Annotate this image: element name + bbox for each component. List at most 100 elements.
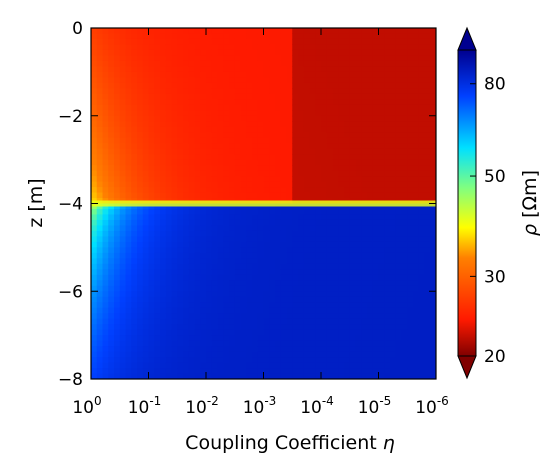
heatmap-cell <box>286 28 293 35</box>
heatmap-cell <box>165 269 173 276</box>
heatmap-cell <box>309 44 316 51</box>
heatmap-cell <box>355 252 362 259</box>
heatmap-cell <box>154 170 161 177</box>
heatmap-cell <box>229 313 236 320</box>
heatmap-cell <box>390 373 397 379</box>
heatmap-cell <box>384 335 391 342</box>
heatmap-cell <box>240 66 247 73</box>
heatmap-cell <box>361 208 368 216</box>
heatmap-cell <box>240 104 247 111</box>
heatmap-cell <box>361 132 368 139</box>
heatmap-cell <box>338 187 345 194</box>
heatmap-cell <box>125 82 132 89</box>
heatmap-cell <box>148 88 155 95</box>
heatmap-cell <box>114 236 121 243</box>
heatmap-cell <box>378 99 385 106</box>
heatmap-cell <box>154 258 161 265</box>
heatmap-cell <box>332 302 339 309</box>
heatmap-cell <box>349 340 357 347</box>
heatmap-cell <box>188 302 196 309</box>
heatmap-cell <box>257 263 265 270</box>
heatmap-cell <box>257 230 265 237</box>
heatmap-cell <box>263 335 270 342</box>
heatmap-cell <box>240 44 247 51</box>
heatmap-cell <box>292 44 299 51</box>
heatmap-cell <box>367 357 374 364</box>
heatmap-cell <box>309 132 316 139</box>
heatmap-cell <box>367 148 374 155</box>
heatmap-cell <box>200 121 207 128</box>
heatmap-cell <box>418 258 426 265</box>
heatmap-cell <box>125 368 132 375</box>
heatmap-cell <box>177 192 184 199</box>
heatmap-cell <box>344 208 351 216</box>
heatmap-cell <box>424 219 431 227</box>
heatmap-cell <box>338 346 345 353</box>
heatmap-cell <box>407 225 414 232</box>
heatmap-cell <box>269 44 276 51</box>
heatmap-cell <box>142 318 150 325</box>
heatmap-cell <box>413 324 420 331</box>
heatmap-cell <box>142 110 150 117</box>
heatmap-cell <box>292 126 299 133</box>
heatmap-cell <box>188 368 196 375</box>
heatmap-cell <box>194 33 201 40</box>
heatmap-cell <box>114 110 121 117</box>
heatmap-cell <box>303 247 311 254</box>
heatmap-cell <box>275 49 282 57</box>
heatmap-cell <box>252 159 259 166</box>
heatmap-cell <box>108 219 115 227</box>
heatmap-cell <box>108 351 115 358</box>
heatmap-cell <box>349 203 357 210</box>
heatmap-cell <box>200 88 207 95</box>
heatmap-cell <box>183 313 190 320</box>
heatmap-cell <box>395 33 403 40</box>
heatmap-cell <box>407 263 414 270</box>
heatmap-cell <box>344 181 351 188</box>
heatmap-cell <box>292 329 299 336</box>
heatmap-cell <box>171 77 178 84</box>
heatmap-cell <box>125 203 132 210</box>
x-axis-label-text: Coupling Coefficient <box>185 432 377 454</box>
heatmap-cell <box>125 93 132 100</box>
heatmap-cell <box>131 181 138 188</box>
heatmap-cell <box>91 258 98 265</box>
heatmap-cell <box>125 126 132 133</box>
heatmap-cell <box>315 208 322 216</box>
heatmap-cell <box>355 104 362 111</box>
heatmap-cell <box>390 230 397 237</box>
heatmap-cell <box>223 335 230 342</box>
colorbar-top-extension <box>457 26 477 51</box>
heatmap-cell <box>119 214 127 221</box>
heatmap-cell <box>91 77 98 84</box>
heatmap-cell <box>137 247 144 254</box>
heatmap-cell <box>332 280 339 287</box>
heatmap-cell <box>142 291 150 298</box>
heatmap-cell <box>275 241 282 248</box>
heatmap-cell <box>246 181 253 188</box>
heatmap-cell <box>223 285 230 292</box>
heatmap-cell <box>275 208 282 216</box>
heatmap-cell <box>338 38 345 46</box>
heatmap-cell <box>194 362 201 369</box>
heatmap-cell <box>119 373 127 379</box>
heatmap-cell <box>252 296 259 303</box>
heatmap-cell <box>177 236 184 243</box>
heatmap-cell <box>344 115 351 122</box>
heatmap-cell <box>200 346 207 353</box>
heatmap-cell <box>200 33 207 40</box>
heatmap-cell <box>367 214 374 221</box>
heatmap-cell <box>367 296 374 303</box>
heatmap-cell <box>344 77 351 84</box>
heatmap-cell <box>321 115 328 122</box>
heatmap-cell <box>125 148 132 155</box>
heatmap-cell <box>234 296 242 303</box>
heatmap-cell <box>349 329 357 336</box>
heatmap-cell <box>183 165 190 172</box>
heatmap-cell <box>401 203 408 210</box>
heatmap-cell <box>188 346 196 353</box>
heatmap-cell <box>234 373 242 379</box>
heatmap-cell <box>206 170 213 177</box>
heatmap-cell <box>286 252 293 259</box>
heatmap-cell <box>418 285 426 292</box>
